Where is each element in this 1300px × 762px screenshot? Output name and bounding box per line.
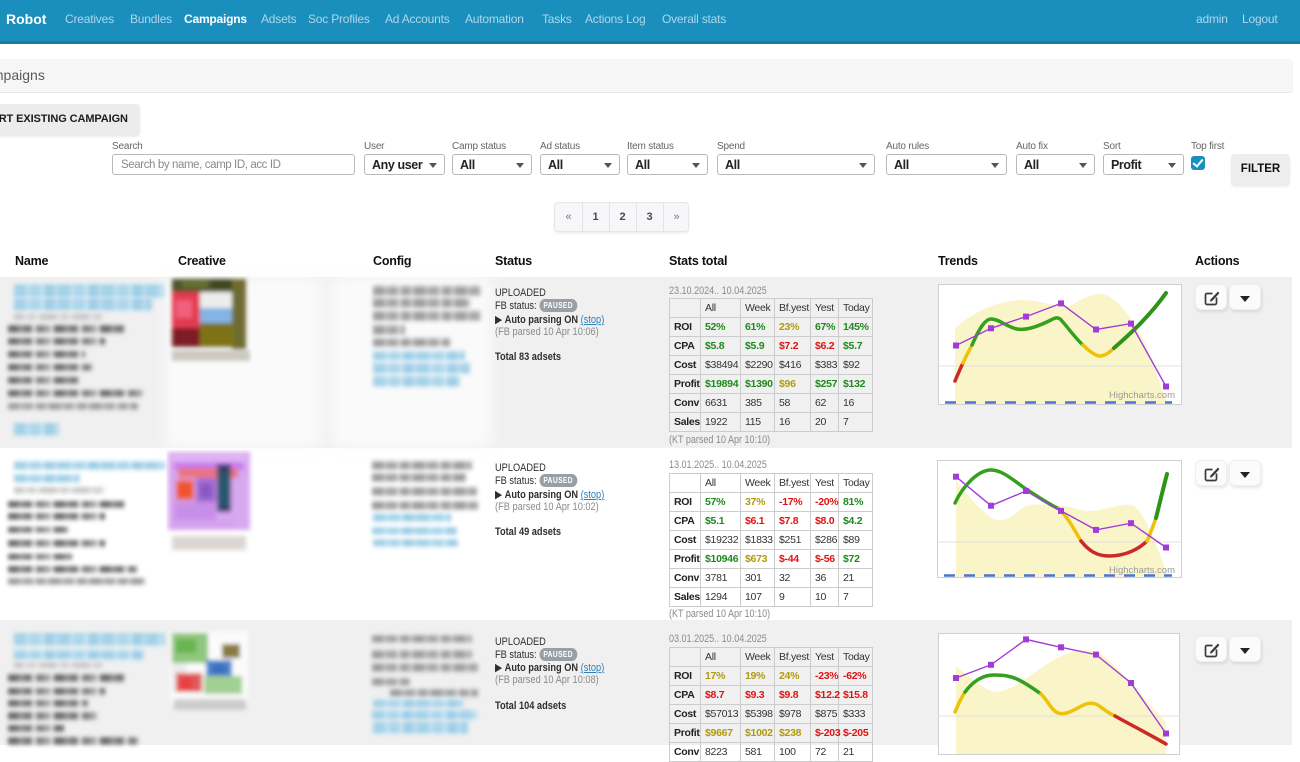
svg-text:Highcharts.com: Highcharts.com [1109, 565, 1175, 576]
svg-text:Highcharts.com: Highcharts.com [1109, 390, 1175, 401]
